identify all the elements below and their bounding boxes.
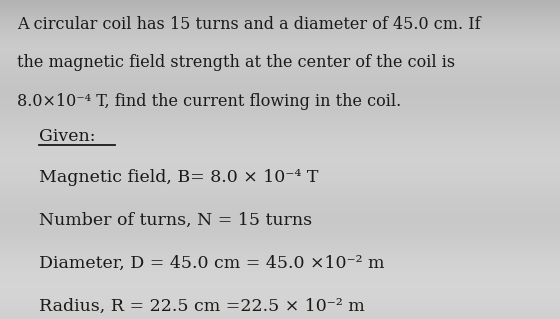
Text: Radius, R = 22.5 cm =22.5 × 10⁻² m: Radius, R = 22.5 cm =22.5 × 10⁻² m: [39, 298, 365, 315]
Text: Diameter, D = 45.0 cm = 45.0 ×10⁻² m: Diameter, D = 45.0 cm = 45.0 ×10⁻² m: [39, 255, 385, 272]
Text: Number of turns, N = 15 turns: Number of turns, N = 15 turns: [39, 212, 312, 229]
Text: Given:: Given:: [39, 128, 96, 145]
Text: the magnetic field strength at the center of the coil is: the magnetic field strength at the cente…: [17, 54, 455, 71]
Text: 8.0×10⁻⁴ T, find the current flowing in the coil.: 8.0×10⁻⁴ T, find the current flowing in …: [17, 93, 401, 109]
Text: A circular coil has 15 turns and a diameter of 45.0 cm. If: A circular coil has 15 turns and a diame…: [17, 16, 480, 33]
Text: Magnetic field, B= 8.0 × 10⁻⁴ T: Magnetic field, B= 8.0 × 10⁻⁴ T: [39, 169, 319, 186]
